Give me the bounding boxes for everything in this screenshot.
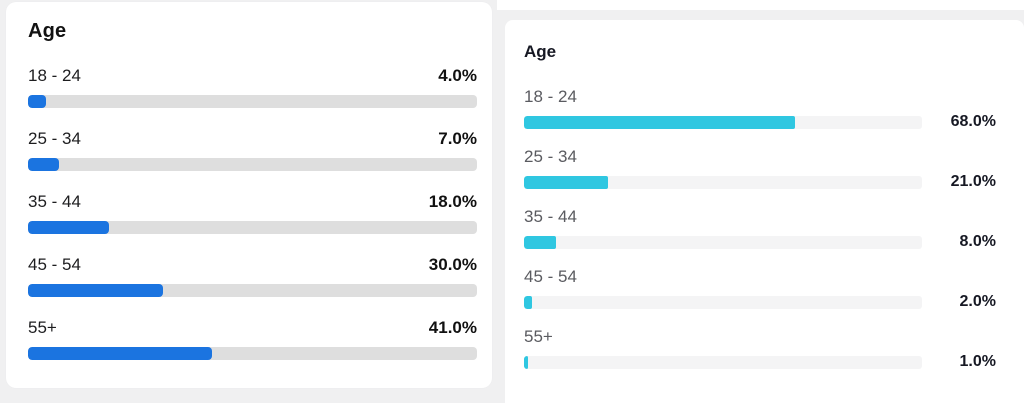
percentage-value: 7.0%: [438, 129, 477, 148]
age-range-label: 55+: [28, 318, 57, 337]
age-panel-blue: Age 18 - 24 4.0% 25 - 34 7.0% 35 - 44 18.0% 45…: [6, 2, 492, 388]
percentage-value: 30.0%: [428, 255, 477, 274]
age-row: 35 - 44 18.0%: [28, 191, 477, 234]
percentage-value: 18.0%: [428, 192, 477, 211]
bar-fill: [524, 295, 532, 309]
age-range-label: 35 - 44: [28, 192, 81, 211]
bar-fill: [28, 95, 46, 108]
bar-track: [28, 347, 477, 360]
age-bar-list: 18 - 24 4.0% 25 - 34 7.0% 35 - 44 18.0% 45 - 5…: [28, 65, 477, 360]
age-row: 25 - 34 7.0%: [28, 128, 477, 171]
bar-track: [524, 355, 922, 369]
age-range-label: 35 - 44: [524, 207, 577, 226]
bar-track: [524, 295, 922, 309]
age-row: 45 - 54 30.0%: [28, 254, 477, 297]
bar-fill: [28, 221, 109, 234]
age-range-label: 55+: [524, 327, 553, 346]
panel-title: Age: [524, 42, 557, 61]
percentage-value: 68.0%: [950, 113, 996, 130]
percentage-value: 21.0%: [950, 173, 996, 190]
bar-track: [524, 175, 922, 189]
bar-fill: [524, 355, 528, 369]
bar-and-value-line: 21.0%: [524, 174, 996, 190]
bar-track: [28, 95, 477, 108]
age-panel-cyan: Age 18 - 24 68.0% 25 - 34 21.0% 35 - 44 8.0% 4…: [505, 20, 1024, 403]
age-row: 18 - 24 68.0%: [524, 86, 996, 130]
bar-and-value-line: 68.0%: [524, 114, 996, 130]
bar-fill: [524, 115, 795, 129]
bar-track: [28, 158, 477, 171]
age-row: 55+ 41.0%: [28, 317, 477, 360]
bar-fill: [524, 175, 608, 189]
age-bar-list: 18 - 24 68.0% 25 - 34 21.0% 35 - 44 8.0% 45 - …: [524, 86, 996, 370]
percentage-value: 8.0%: [959, 233, 996, 250]
age-row: 25 - 34 21.0%: [524, 146, 996, 190]
age-row: 45 - 54 2.0%: [524, 266, 996, 310]
age-row: 35 - 44 8.0%: [524, 206, 996, 250]
age-row: 55+ 1.0%: [524, 326, 996, 370]
label-and-value-line: 45 - 54 30.0%: [28, 254, 477, 275]
age-range-label: 45 - 54: [524, 267, 577, 286]
bar-track: [524, 115, 922, 129]
age-row: 18 - 24 4.0%: [28, 65, 477, 108]
bar-track: [524, 235, 922, 249]
label-and-value-line: 35 - 44 18.0%: [28, 191, 477, 212]
bar-and-value-line: 8.0%: [524, 234, 996, 250]
label-and-value-line: 18 - 24 4.0%: [28, 65, 477, 86]
bar-fill: [28, 284, 163, 297]
age-range-label: 18 - 24: [524, 87, 577, 106]
label-and-value-line: 25 - 34 7.0%: [28, 128, 477, 149]
age-range-label: 25 - 34: [524, 147, 577, 166]
bar-and-value-line: 2.0%: [524, 294, 996, 310]
bar-fill: [28, 158, 60, 171]
percentage-value: 1.0%: [959, 353, 996, 370]
age-range-label: 18 - 24: [28, 66, 81, 85]
percentage-value: 41.0%: [428, 318, 477, 337]
bar-fill: [524, 235, 556, 249]
age-range-label: 25 - 34: [28, 129, 81, 148]
card-above-bottom-edge: [497, 0, 1024, 10]
age-range-label: 45 - 54: [28, 255, 81, 274]
bar-track: [28, 284, 477, 297]
bar-and-value-line: 1.0%: [524, 354, 996, 370]
bar-fill: [28, 347, 213, 360]
panel-title: Age: [28, 20, 67, 42]
percentage-value: 4.0%: [438, 66, 477, 85]
percentage-value: 2.0%: [959, 293, 996, 310]
bar-track: [28, 221, 477, 234]
label-and-value-line: 55+ 41.0%: [28, 317, 477, 338]
